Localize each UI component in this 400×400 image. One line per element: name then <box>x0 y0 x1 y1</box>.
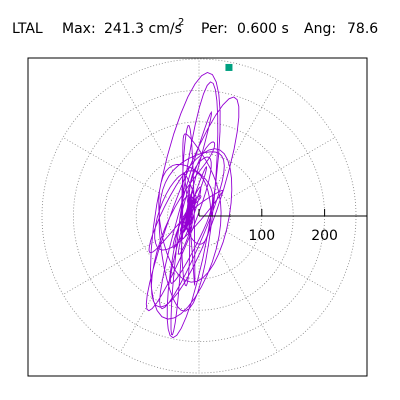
grid-spoke <box>214 242 278 353</box>
peak-marker <box>225 63 233 71</box>
chart-header: LTAL Max: 241.3 cm/s 2 Per: 0.600 s Ang:… <box>12 17 378 37</box>
orbit-trace-group <box>145 72 240 339</box>
orbit-trace <box>145 72 240 339</box>
period-label: Per: <box>201 21 228 37</box>
max-unit-exponent: 2 <box>178 17 184 28</box>
period-value: 0.600 s <box>237 21 289 37</box>
max-value: 241.3 cm/s <box>104 21 182 37</box>
polar-axes: 100 200 <box>198 63 367 244</box>
plot-frame <box>27 57 368 377</box>
angle-label: Ang: <box>304 21 336 37</box>
grid-spoke <box>225 137 336 201</box>
radial-tick-label: 200 <box>311 228 338 244</box>
radial-tick-label: 100 <box>248 228 275 244</box>
station-label: LTAL <box>12 21 43 37</box>
angle-value: 78.6 <box>347 21 378 37</box>
max-label: Max: <box>62 21 96 37</box>
grid-spoke <box>62 137 173 201</box>
